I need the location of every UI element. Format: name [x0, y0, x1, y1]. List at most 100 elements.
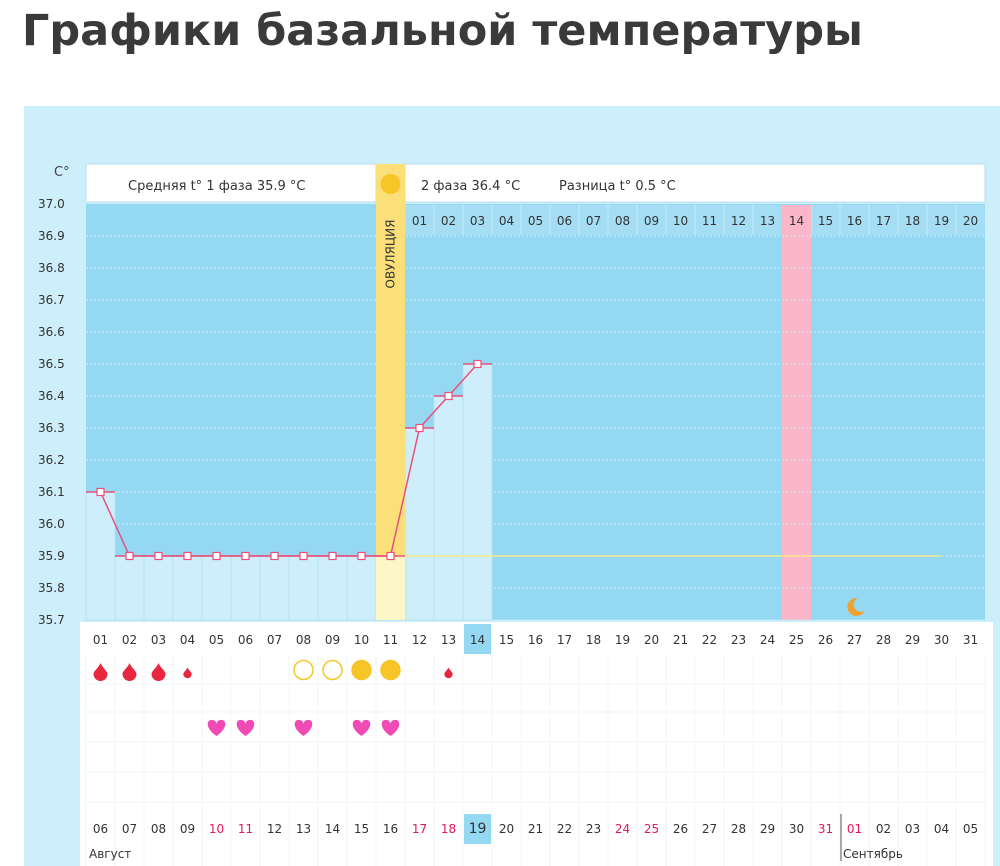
temperature-bar — [317, 555, 348, 621]
temperature-point — [241, 551, 250, 561]
calendar-date: 16 — [383, 822, 398, 836]
phase2-day-number: 12 — [731, 214, 746, 228]
cycle-day-number: 25 — [789, 633, 804, 647]
y-tick-label: 36.1 — [38, 485, 65, 499]
y-tick-label: 35.8 — [38, 581, 65, 595]
temperature-bar — [288, 555, 319, 621]
calendar-date: 10 — [209, 822, 224, 836]
phase2-day-number: 17 — [876, 214, 891, 228]
phase2-average-label: 2 фаза 36.4 °C — [421, 179, 520, 194]
y-tick-label: 36.8 — [38, 261, 65, 275]
calendar-date: 30 — [789, 822, 804, 836]
cycle-day-number: 14 — [470, 633, 485, 647]
calendar-date: 02 — [876, 822, 891, 836]
ovulation-label: ОВУЛЯЦИЯ — [384, 220, 398, 289]
calendar-date: 03 — [905, 822, 920, 836]
heart-icon — [381, 719, 400, 736]
calendar-date: 09 — [180, 822, 195, 836]
phase2-day-number: 05 — [528, 214, 543, 228]
temperature-point — [212, 551, 221, 561]
cycle-day-number: 27 — [847, 633, 862, 647]
page-title: Графики базальной температуры — [22, 6, 863, 56]
cycle-day-number: 08 — [296, 633, 311, 647]
cycle-day-number: 10 — [354, 633, 369, 647]
temperature-bar — [433, 395, 464, 621]
y-tick-label: 36.7 — [38, 293, 65, 307]
cervical-mucus-icon — [293, 659, 314, 681]
y-tick-label: 36.5 — [38, 357, 65, 371]
phase2-day-number: 01 — [412, 214, 427, 228]
temperature-bar — [172, 555, 203, 621]
phase2-day-number: 15 — [818, 214, 833, 228]
calendar-date: 07 — [122, 822, 137, 836]
calendar-date: 20 — [499, 822, 514, 836]
phase2-day-number: 08 — [615, 214, 630, 228]
calendar-date: 29 — [760, 822, 775, 836]
highlighted-day-column — [782, 205, 811, 620]
cycle-day-number: 30 — [934, 633, 949, 647]
calendar-date: 22 — [557, 822, 572, 836]
cycle-day-number: 15 — [499, 633, 514, 647]
bleeding-drop-icon — [151, 663, 166, 681]
month-label: Август — [89, 847, 131, 861]
bleeding-drop-icon — [93, 663, 108, 681]
calendar-date: 23 — [586, 822, 601, 836]
cycle-day-number: 05 — [209, 633, 224, 647]
cycle-day-number: 22 — [702, 633, 717, 647]
cycle-day-number: 11 — [383, 633, 398, 647]
calendar-date: 08 — [151, 822, 166, 836]
temperature-bar — [114, 555, 145, 621]
calendar-date: 25 — [644, 822, 659, 836]
y-tick-label: 36.6 — [38, 325, 65, 339]
y-tick-label: 36.2 — [38, 453, 65, 467]
moon-icon — [847, 597, 865, 616]
cycle-day-number: 07 — [267, 633, 282, 647]
phase2-day-number: 20 — [963, 214, 978, 228]
phase2-day-number: 10 — [673, 214, 688, 228]
temperature-bar — [259, 555, 290, 621]
bleeding-drop-icon — [183, 667, 192, 679]
temperature-point — [183, 551, 192, 561]
y-tick-label: 35.7 — [38, 613, 65, 627]
ovulation-column — [376, 164, 405, 620]
phase2-day-number: 16 — [847, 214, 862, 228]
heart-icon — [207, 719, 226, 736]
cycle-day-number: 21 — [673, 633, 688, 647]
calendar-date: 26 — [673, 822, 688, 836]
temperature-point — [154, 551, 163, 561]
y-tick-label: 37.0 — [38, 197, 65, 211]
calendar-date: 06 — [93, 822, 108, 836]
cycle-day-number: 31 — [963, 633, 978, 647]
phase2-header — [404, 163, 986, 203]
today-date-highlight — [464, 814, 491, 844]
ovulation-sun-icon — [380, 174, 401, 194]
phase2-day-number: 03 — [470, 214, 485, 228]
y-tick-label: 36.3 — [38, 421, 65, 435]
phase2-day-number: 07 — [586, 214, 601, 228]
y-axis-label: C° — [54, 165, 70, 180]
cycle-day-number: 09 — [325, 633, 340, 647]
ovulation-bar — [376, 556, 405, 620]
temperature-bar — [85, 491, 116, 621]
calendar-date: 12 — [267, 822, 282, 836]
phase1-average-label: Средняя t° 1 фаза 35.9 °C — [128, 179, 305, 194]
y-tick-label: 36.9 — [38, 229, 65, 243]
cervical-mucus-icon — [351, 659, 372, 681]
heart-icon — [236, 719, 255, 736]
phase2-day-number: 13 — [760, 214, 775, 228]
heart-icon — [352, 719, 371, 736]
cycle-day-number: 23 — [731, 633, 746, 647]
calendar-date: 15 — [354, 822, 369, 836]
month-label: Сентябрь — [843, 847, 903, 861]
temperature-point — [415, 423, 424, 433]
temperature-bar — [201, 555, 232, 621]
cycle-day-number: 13 — [441, 633, 456, 647]
phase2-day-number: 04 — [499, 214, 514, 228]
temperature-point — [328, 551, 337, 561]
phase1-header — [85, 163, 377, 203]
bbt-chart-card: Средняя t° 1 фаза 35.9 °C 2 фаза 36.4 °C Р… — [24, 106, 1000, 866]
cycle-day-number: 24 — [760, 633, 775, 647]
cycle-day-number: 12 — [412, 633, 427, 647]
phase2-day-number: 09 — [644, 214, 659, 228]
calendar-date: 18 — [441, 822, 456, 836]
